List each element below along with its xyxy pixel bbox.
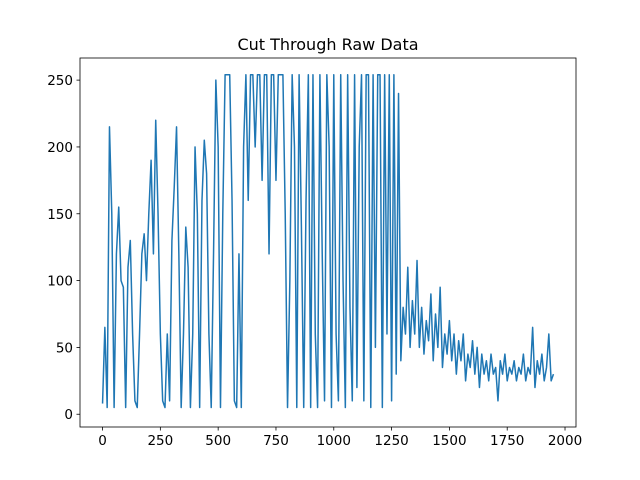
plot-frame [79,57,577,428]
y-tick-label: 250 [47,73,73,89]
x-tick-label: 2000 [548,433,582,449]
x-tick-label: 0 [98,433,107,449]
y-tick-label: 50 [56,340,73,356]
y-tick-label: 150 [47,207,73,223]
x-tick-label: 1500 [432,433,466,449]
x-tick-label: 500 [205,433,231,449]
y-tick-label: 200 [47,140,73,156]
x-tick-label: 1000 [317,433,351,449]
x-tick-label: 1750 [490,433,524,449]
y-tick-label: 100 [47,274,73,290]
x-tick-label: 1250 [374,433,408,449]
chart-title: Cut Through Raw Data [237,35,418,54]
x-tick-label: 250 [147,433,173,449]
y-tick-label: 0 [64,407,73,423]
data-line [101,74,555,409]
x-tick-label: 750 [263,433,289,449]
